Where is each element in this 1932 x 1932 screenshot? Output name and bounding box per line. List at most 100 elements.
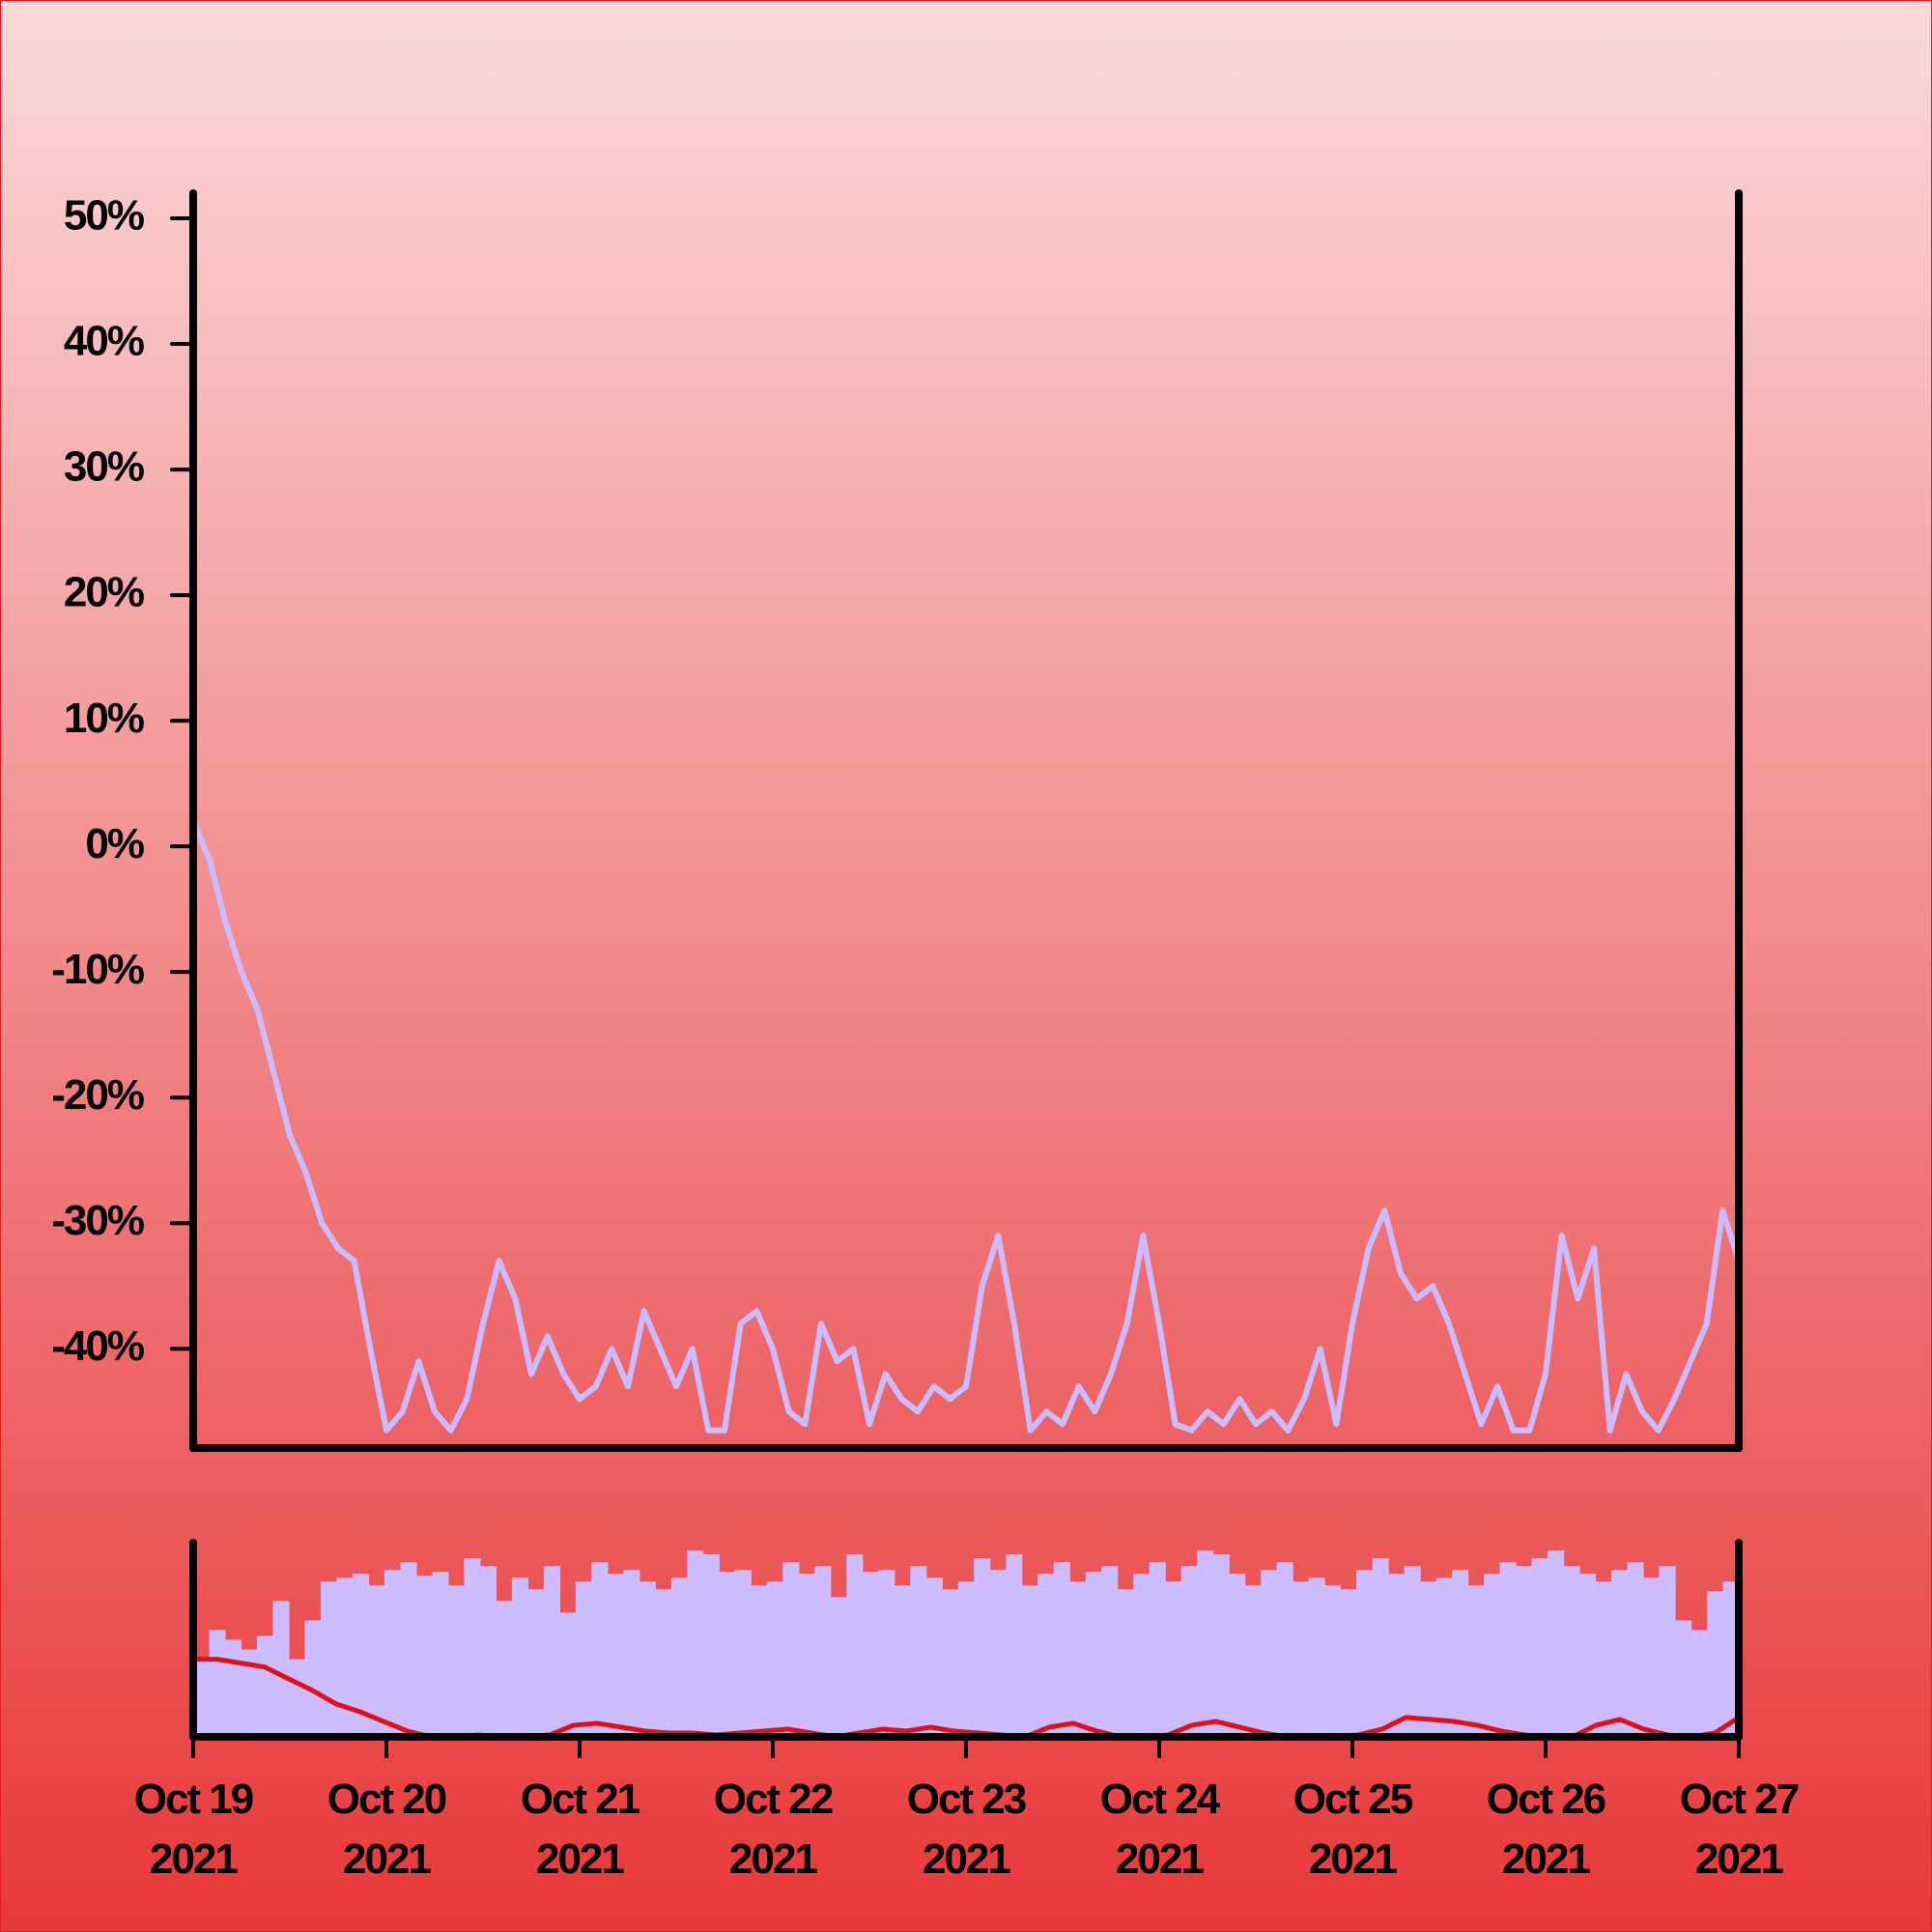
volume-bar — [368, 1585, 385, 1737]
volume-bar — [814, 1566, 832, 1737]
volume-bar — [1197, 1550, 1214, 1737]
volume-bar — [1420, 1581, 1437, 1737]
volume-bar — [1085, 1572, 1102, 1737]
volume-bar — [687, 1550, 704, 1737]
volume-bar — [1707, 1591, 1724, 1737]
volume-bar — [1611, 1570, 1629, 1737]
volume-bar — [1388, 1574, 1406, 1737]
volume-bar — [1579, 1574, 1597, 1737]
y-tick-label: -30% — [51, 1197, 144, 1244]
volume-bar — [1643, 1577, 1661, 1737]
volume-bar — [256, 1635, 274, 1737]
volume-bar — [751, 1585, 768, 1737]
volume-bar — [272, 1601, 290, 1737]
volume-bar — [1627, 1562, 1644, 1737]
volume-bar — [1340, 1589, 1357, 1737]
volume-bar — [1180, 1566, 1198, 1737]
volume-bar — [1101, 1566, 1119, 1737]
volume-bar — [655, 1589, 672, 1737]
volume-bar — [447, 1585, 466, 1737]
volume-bar — [1595, 1581, 1612, 1737]
volume-bar — [1484, 1574, 1501, 1737]
volume-bar — [878, 1570, 895, 1737]
volume-bar — [352, 1574, 370, 1737]
volume-bar — [957, 1581, 975, 1737]
volume-bar — [1516, 1566, 1533, 1737]
volume-bar — [1308, 1577, 1325, 1737]
volume-bar — [1244, 1585, 1262, 1737]
volume-bar — [1531, 1558, 1548, 1737]
volume-bar — [304, 1620, 322, 1737]
volume-bar — [479, 1566, 497, 1737]
volume-bar — [1021, 1585, 1038, 1737]
y-tick-label: 10% — [64, 695, 144, 742]
volume-bar — [464, 1558, 481, 1737]
marks — [190, 819, 1742, 1740]
volume-bar — [1548, 1550, 1565, 1737]
volume-bar — [1149, 1562, 1166, 1737]
volume-bar — [1324, 1585, 1342, 1737]
volume-bar — [639, 1581, 656, 1737]
y-tick-label: 40% — [64, 318, 144, 365]
volume-bar — [1659, 1566, 1676, 1737]
volume-bar — [320, 1581, 338, 1737]
x-tick-label: Oct 21 2021 — [521, 1776, 640, 1883]
volume-bar — [1467, 1585, 1485, 1737]
volume-bar — [1372, 1558, 1389, 1737]
volume-bar — [719, 1572, 736, 1737]
y-tick-label: -40% — [51, 1322, 144, 1370]
volume-bar — [224, 1639, 242, 1737]
volume-bar — [559, 1612, 577, 1737]
y-tick-label: 20% — [64, 569, 144, 616]
x-tick-label: Oct 24 2021 — [1100, 1776, 1221, 1883]
volume-bar — [1117, 1589, 1134, 1737]
y-tick-label: 30% — [64, 443, 144, 491]
volume-bar — [846, 1554, 864, 1737]
volume-bar — [591, 1562, 609, 1737]
volume-bar — [1165, 1581, 1182, 1737]
volume-bar — [862, 1572, 879, 1737]
volume-bar — [1293, 1581, 1310, 1737]
volume-bar — [734, 1570, 752, 1737]
volume-bar — [400, 1562, 417, 1737]
volume-bar — [607, 1574, 624, 1737]
volume-bar — [1404, 1566, 1421, 1737]
volume-bar — [782, 1562, 800, 1737]
volume-bar — [766, 1581, 783, 1737]
x-tick-label: Oct 19 2021 — [134, 1776, 253, 1883]
volume-bar — [1563, 1566, 1580, 1737]
volume-bar — [1435, 1577, 1453, 1737]
x-tick-label: Oct 23 2021 — [907, 1776, 1026, 1883]
volume-bar — [575, 1581, 592, 1737]
x-tick-label: Oct 27 2021 — [1680, 1776, 1799, 1883]
volume-bar — [1499, 1562, 1517, 1737]
volume-bar — [209, 1630, 226, 1737]
volume-bar — [193, 1659, 211, 1737]
y-tick-label: 50% — [64, 192, 144, 240]
volume-bar — [1675, 1620, 1692, 1737]
volume-bar — [974, 1558, 991, 1737]
y-tick-label: -10% — [51, 946, 144, 993]
volume-bar — [336, 1577, 354, 1737]
volume-bar — [798, 1574, 815, 1737]
volume-bar — [384, 1570, 402, 1737]
volume-bar — [1452, 1570, 1469, 1737]
volume-bar — [543, 1566, 560, 1737]
volume-bar — [527, 1589, 545, 1737]
volume-bar — [496, 1601, 513, 1737]
volume-bar — [894, 1585, 911, 1737]
volume-bar — [925, 1577, 943, 1737]
x-tick-label: Oct 26 2021 — [1487, 1776, 1605, 1883]
volume-bar — [1276, 1562, 1293, 1737]
volume-bar — [942, 1589, 959, 1737]
volume-bar — [432, 1572, 449, 1737]
volume-bar — [1212, 1554, 1230, 1737]
volume-bar — [288, 1659, 306, 1737]
volume-bar — [623, 1570, 640, 1737]
x-tick-label: Oct 22 2021 — [714, 1776, 833, 1883]
y-tick-label: -20% — [51, 1071, 144, 1119]
volume-bar — [1006, 1554, 1023, 1737]
volume-bar — [1053, 1562, 1070, 1737]
